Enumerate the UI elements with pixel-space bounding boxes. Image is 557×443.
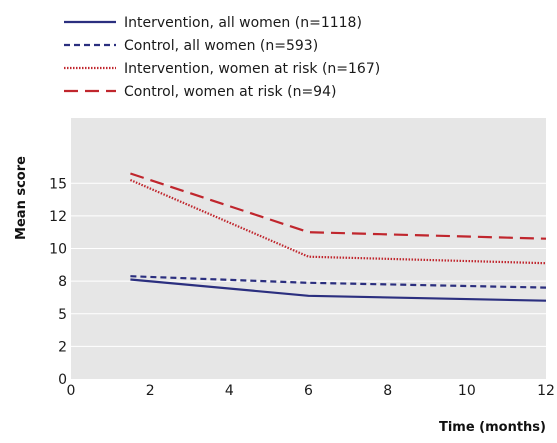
x-tick-label: 8	[383, 383, 392, 399]
legend-label-1: Intervention, all women (n=1118)	[124, 15, 362, 31]
y-tick-label: 8	[58, 274, 67, 290]
series-line-1	[130, 278, 547, 302]
x-axis-ticks: 0 2 4 6 8 10 12	[67, 383, 555, 399]
series-line-3	[129, 178, 547, 265]
gridlines	[71, 182, 546, 347]
x-tick-label: 6	[304, 383, 313, 399]
y-axis-title: Mean score	[14, 156, 29, 240]
y-tick-label: 12	[49, 209, 67, 225]
x-tick-label: 10	[458, 383, 476, 399]
x-tick-label: 12	[537, 383, 555, 399]
series-lines	[129, 172, 547, 302]
x-tick-label: 2	[146, 383, 155, 399]
y-tick-label: 10	[49, 242, 67, 258]
legend-label-2: Control, all women (n=593)	[124, 38, 318, 54]
x-tick-label: 4	[225, 383, 234, 399]
legend: Intervention, all women (n=1118) Control,…	[64, 15, 380, 100]
x-axis-title: Time (months)	[439, 420, 546, 435]
legend-label-4: Control, women at risk (n=94)	[124, 84, 336, 100]
y-tick-label: 2	[58, 339, 67, 355]
y-axis-ticks: 0 2 5 8 10 12 15	[49, 176, 67, 388]
y-tick-label: 5	[58, 307, 67, 323]
y-tick-label: 0	[58, 372, 67, 388]
legend-label-3: Intervention, women at risk (n=167)	[124, 61, 380, 77]
series-line-4	[130, 172, 547, 240]
x-tick-label: 0	[67, 383, 76, 399]
y-tick-label: 15	[49, 176, 67, 192]
